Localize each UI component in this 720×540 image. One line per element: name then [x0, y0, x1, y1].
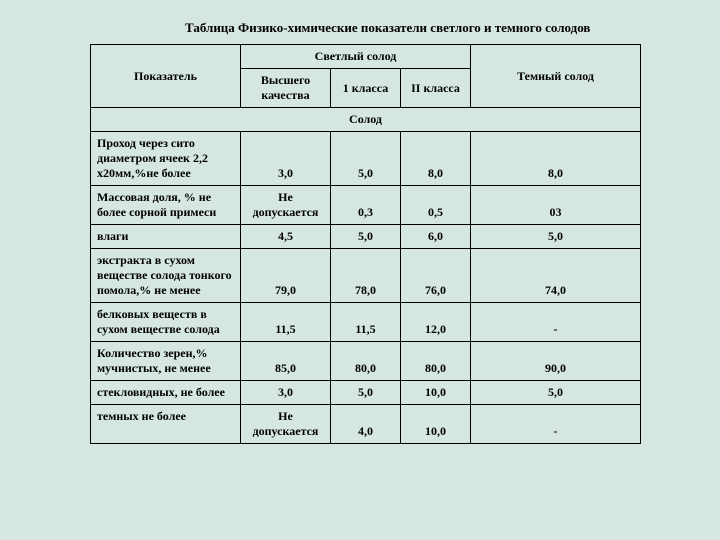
value-cell: 90,0: [471, 342, 641, 381]
th-dark: Темный солод: [471, 45, 641, 108]
table-row: Массовая доля, % не более сорной примеси…: [91, 186, 641, 225]
table-row: Проход через сито диаметром ячеек 2,2 х2…: [91, 132, 641, 186]
param-cell: экстракта в сухом веществе солода тонког…: [91, 249, 241, 303]
value-cell: 6,0: [401, 225, 471, 249]
value-cell: 80,0: [331, 342, 401, 381]
th-light: Светлый солод: [241, 45, 471, 69]
th-sub3: II класса: [401, 69, 471, 108]
value-cell: 79,0: [241, 249, 331, 303]
value-cell: -: [471, 303, 641, 342]
value-cell: 80,0: [401, 342, 471, 381]
value-cell: 5,0: [331, 225, 401, 249]
param-cell: Проход через сито диаметром ячеек 2,2 х2…: [91, 132, 241, 186]
param-cell: влаги: [91, 225, 241, 249]
value-cell: Не допускается: [241, 405, 331, 444]
page: Таблица Физико-химические показатели све…: [0, 0, 720, 464]
value-cell: 5,0: [331, 381, 401, 405]
value-cell: 11,5: [241, 303, 331, 342]
table-row: экстракта в сухом веществе солода тонког…: [91, 249, 641, 303]
value-cell: 85,0: [241, 342, 331, 381]
value-cell: 03: [471, 186, 641, 225]
value-cell: 0,5: [401, 186, 471, 225]
value-cell: 8,0: [401, 132, 471, 186]
value-cell: 74,0: [471, 249, 641, 303]
value-cell: 4,0: [331, 405, 401, 444]
value-cell: 11,5: [331, 303, 401, 342]
th-sub1: Высшего качества: [241, 69, 331, 108]
table-row: Количество зерен,% мучнистых, не менее85…: [91, 342, 641, 381]
table-row: белковых веществ в сухом веществе солода…: [91, 303, 641, 342]
value-cell: 4,5: [241, 225, 331, 249]
value-cell: 5,0: [331, 132, 401, 186]
value-cell: 0,3: [331, 186, 401, 225]
value-cell: 10,0: [401, 405, 471, 444]
param-cell: белковых веществ в сухом веществе солода: [91, 303, 241, 342]
table-row: темных не болееНе допускается4,010,0-: [91, 405, 641, 444]
value-cell: 5,0: [471, 381, 641, 405]
malt-table: Показатель Светлый солод Темный солод Вы…: [90, 44, 641, 444]
table-body: Солод Проход через сито диаметром ячеек …: [91, 108, 641, 444]
param-cell: стекловидных, не более: [91, 381, 241, 405]
table-row: стекловидных, не более3,05,010,05,0: [91, 381, 641, 405]
value-cell: -: [471, 405, 641, 444]
value-cell: 10,0: [401, 381, 471, 405]
th-parameter: Показатель: [91, 45, 241, 108]
param-cell: Количество зерен,% мучнистых, не менее: [91, 342, 241, 381]
section-row: Солод: [91, 108, 641, 132]
value-cell: 12,0: [401, 303, 471, 342]
param-cell: темных не более: [91, 405, 241, 444]
value-cell: Не допускается: [241, 186, 331, 225]
table-row: влаги4,55,06,05,0: [91, 225, 641, 249]
param-cell: Массовая доля, % не более сорной примеси: [91, 186, 241, 225]
table-title: Таблица Физико-химические показатели све…: [185, 20, 680, 36]
value-cell: 3,0: [241, 132, 331, 186]
value-cell: 3,0: [241, 381, 331, 405]
th-sub2: 1 класса: [331, 69, 401, 108]
value-cell: 5,0: [471, 225, 641, 249]
value-cell: 8,0: [471, 132, 641, 186]
value-cell: 76,0: [401, 249, 471, 303]
value-cell: 78,0: [331, 249, 401, 303]
